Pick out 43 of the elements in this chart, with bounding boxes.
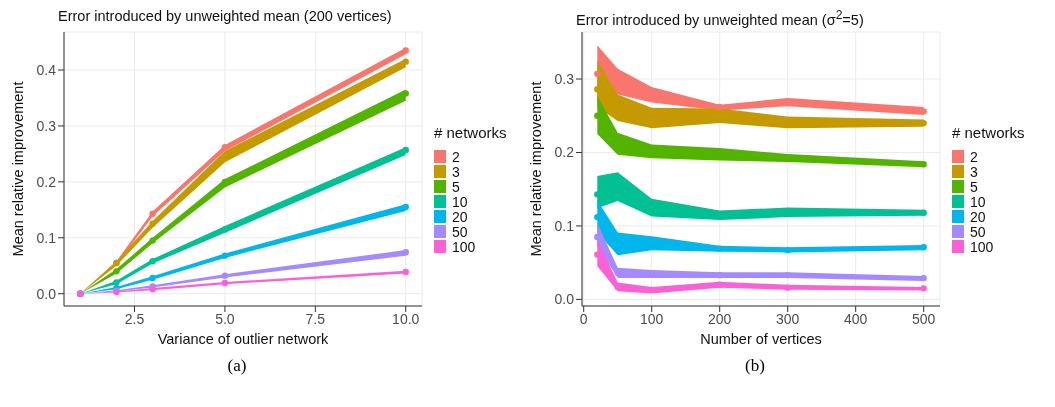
x-tick-label: 400 (844, 310, 868, 327)
y-tick-label: 0.0 (36, 285, 57, 302)
y-tick-label: 0.1 (554, 217, 575, 234)
legend-label: 100 (970, 238, 994, 255)
x-tick-label: 300 (776, 310, 800, 327)
chart-title: Error introduced by unweighted mean (200 vertices) (58, 8, 392, 26)
legend-title: # networks (434, 124, 508, 141)
y-axis-title: Mean relative improvement (528, 81, 545, 257)
y-axis-title: Mean relative improvement (10, 81, 27, 257)
y-tick-label: 0.0 (554, 291, 575, 308)
text: (b) (745, 356, 765, 376)
text: (a) (227, 356, 247, 376)
legend-label: 10 (452, 193, 468, 210)
legend-label: 20 (970, 208, 986, 225)
x-tick-label: 200 (708, 310, 732, 327)
legend-label: 2 (452, 148, 460, 165)
legend-label: 3 (452, 163, 460, 180)
legend-title: # networks (952, 124, 1026, 141)
x-axis-title: Variance of outlier network (157, 331, 330, 347)
legend-label: 50 (452, 223, 468, 240)
y-tick-label: 0.4 (36, 61, 57, 78)
x-tick-label: 5.0 (215, 310, 235, 327)
y-tick-label: 0.3 (554, 70, 575, 87)
legend-label: 50 (970, 223, 986, 240)
legend-label: 5 (970, 178, 978, 195)
y-tick-label: 0.2 (554, 144, 575, 161)
x-tick-label: 500 (912, 310, 936, 327)
y-tick-label: 0.3 (36, 117, 57, 134)
x-tick-label: 0 (579, 310, 588, 327)
x-tick-label: 2.5 (124, 310, 145, 327)
x-axis-title: Number of vertices (700, 331, 822, 347)
legend-label: 20 (452, 208, 468, 225)
legend-label: 2 (970, 148, 978, 165)
legend-label: 3 (970, 163, 978, 180)
x-tick-label: 10.0 (392, 310, 420, 327)
legend-label: 100 (452, 238, 476, 255)
x-tick-label: 100 (640, 310, 664, 327)
chart-title: Error introduced by unweighted mean (σ$^{2}$=5) (576, 8, 864, 28)
y-tick-label: 0.2 (36, 173, 57, 190)
legend-label: 10 (970, 193, 986, 210)
x-tick-label: 7.5 (305, 310, 326, 327)
y-tick-label: 0.1 (36, 229, 57, 246)
legend-label: 5 (452, 178, 460, 195)
